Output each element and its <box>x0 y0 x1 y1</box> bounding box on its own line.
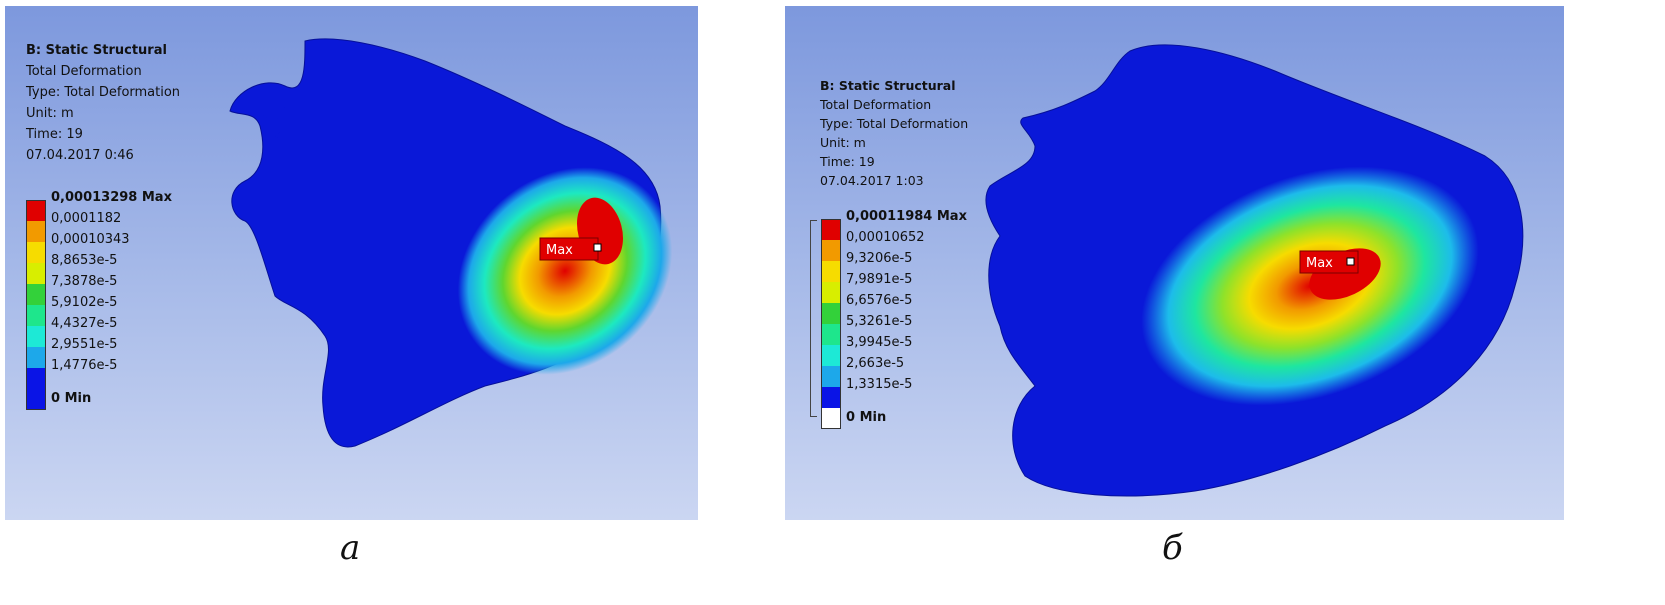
legend-swatch <box>26 389 46 410</box>
legend-label: 7,3878e-5 <box>51 274 118 289</box>
legend-swatch <box>821 219 841 240</box>
legend-row: 1,3315e-5 <box>821 377 912 408</box>
legend-label: 5,3261e-5 <box>846 314 913 329</box>
legend-row: 3,9945e-5 <box>821 335 912 366</box>
legend-row: 5,9102e-5 <box>26 295 117 326</box>
legend-row: 5,3261e-5 <box>821 314 912 345</box>
legend-row: 0,00013298 Max <box>26 190 172 221</box>
legend-row: 7,9891e-5 <box>821 272 912 303</box>
color-legend-a: 0,00013298 Max 0,0001182 0,00010343 8,8653e… <box>26 190 172 410</box>
max-probe-label-b: Max <box>1306 256 1333 271</box>
result-type: Type: Total Deformation <box>26 85 181 100</box>
legend-row: 0,00011984 Max <box>821 209 967 240</box>
legend-label: 0 Min <box>51 391 92 406</box>
result-info-a: B: Static Structural Total Deformation T… <box>26 40 180 166</box>
legend-swatch <box>26 326 46 347</box>
legend-row: 0,0001182 <box>26 211 121 242</box>
legend-label: 6,6576e-5 <box>846 293 913 308</box>
legend-swatch <box>821 324 841 345</box>
legend-label: 8,8653e-5 <box>51 253 118 268</box>
legend-label: 5,9102e-5 <box>51 295 118 310</box>
legend-swatch <box>26 200 46 221</box>
caption-a: а <box>340 528 361 568</box>
legend-label: 9,3206e-5 <box>846 251 913 266</box>
legend-label: 2,9551e-5 <box>51 337 118 352</box>
legend-bracket-b <box>810 220 817 417</box>
legend-swatch <box>821 408 841 429</box>
legend-row: 6,6576e-5 <box>821 293 912 324</box>
legend-swatch <box>821 345 841 366</box>
legend-row: 0,00010652 <box>821 230 925 261</box>
legend-swatch <box>821 366 841 387</box>
legend-row: 0,00010343 <box>26 232 130 263</box>
legend-label: 0,00011984 Max <box>846 209 967 224</box>
result-type: Type: Total Deformation <box>820 116 969 131</box>
legend-swatch <box>26 284 46 305</box>
legend-swatch <box>821 282 841 303</box>
max-probe-label-a: Max <box>546 243 573 258</box>
legend-label: 3,9945e-5 <box>846 335 913 350</box>
result-name: Total Deformation <box>820 97 932 112</box>
legend-swatch <box>821 240 841 261</box>
result-name: Total Deformation <box>26 64 142 79</box>
result-time: Time: 19 <box>26 127 83 142</box>
legend-row: 7,3878e-5 <box>26 274 117 305</box>
legend-label: 0 Min <box>846 410 887 425</box>
analysis-title: B: Static Structural <box>26 43 167 58</box>
legend-swatch <box>26 368 46 389</box>
legend-label: 0,00010343 <box>51 232 130 247</box>
caption-b: б <box>1162 528 1183 568</box>
result-date: 07.04.2017 1:03 <box>820 173 924 188</box>
result-viewport-b[interactable]: Max B: Static Structural Total Deformati… <box>785 6 1564 520</box>
legend-row: 0 Min <box>26 389 91 410</box>
analysis-title: B: Static Structural <box>820 78 956 93</box>
legend-swatch <box>26 221 46 242</box>
legend-row: 1,4776e-5 <box>26 358 117 389</box>
model-view-b[interactable]: Max <box>785 6 1564 520</box>
legend-label: 2,663e-5 <box>846 356 905 371</box>
legend-swatch <box>26 242 46 263</box>
legend-swatch <box>26 263 46 284</box>
model-view-a[interactable]: Max <box>5 6 698 520</box>
legend-swatch <box>821 261 841 282</box>
legend-label: 0,00013298 Max <box>51 190 172 205</box>
legend-swatch <box>821 387 841 408</box>
result-date: 07.04.2017 0:46 <box>26 148 134 163</box>
result-viewport-a[interactable]: Max B: Static Structural Total Deformati… <box>5 6 698 520</box>
result-unit: Unit: m <box>26 106 74 121</box>
legend-swatch <box>26 305 46 326</box>
legend-row: 4,4327e-5 <box>26 316 117 347</box>
legend-label: 7,9891e-5 <box>846 272 913 287</box>
result-info-b: B: Static Structural Total Deformation T… <box>820 76 968 190</box>
color-legend-b: 0,00011984 Max 0,00010652 9,3206e-5 7,9891e… <box>821 209 967 429</box>
max-probe-b[interactable]: Max <box>1299 250 1359 274</box>
legend-label: 1,3315e-5 <box>846 377 913 392</box>
result-time: Time: 19 <box>820 154 875 169</box>
legend-row: 2,663e-5 <box>821 356 904 387</box>
legend-row: 9,3206e-5 <box>821 251 912 282</box>
legend-label: 0,00010652 <box>846 230 925 245</box>
result-unit: Unit: m <box>820 135 866 150</box>
legend-row: 8,8653e-5 <box>26 253 117 284</box>
legend-label: 0,0001182 <box>51 211 122 226</box>
max-probe-a[interactable]: Max <box>539 237 602 261</box>
legend-row: 0 Min <box>821 408 886 429</box>
legend-swatch <box>26 347 46 368</box>
legend-swatch <box>821 303 841 324</box>
legend-label: 4,4327e-5 <box>51 316 118 331</box>
legend-label: 1,4776e-5 <box>51 358 118 373</box>
legend-row: 2,9551e-5 <box>26 337 117 368</box>
